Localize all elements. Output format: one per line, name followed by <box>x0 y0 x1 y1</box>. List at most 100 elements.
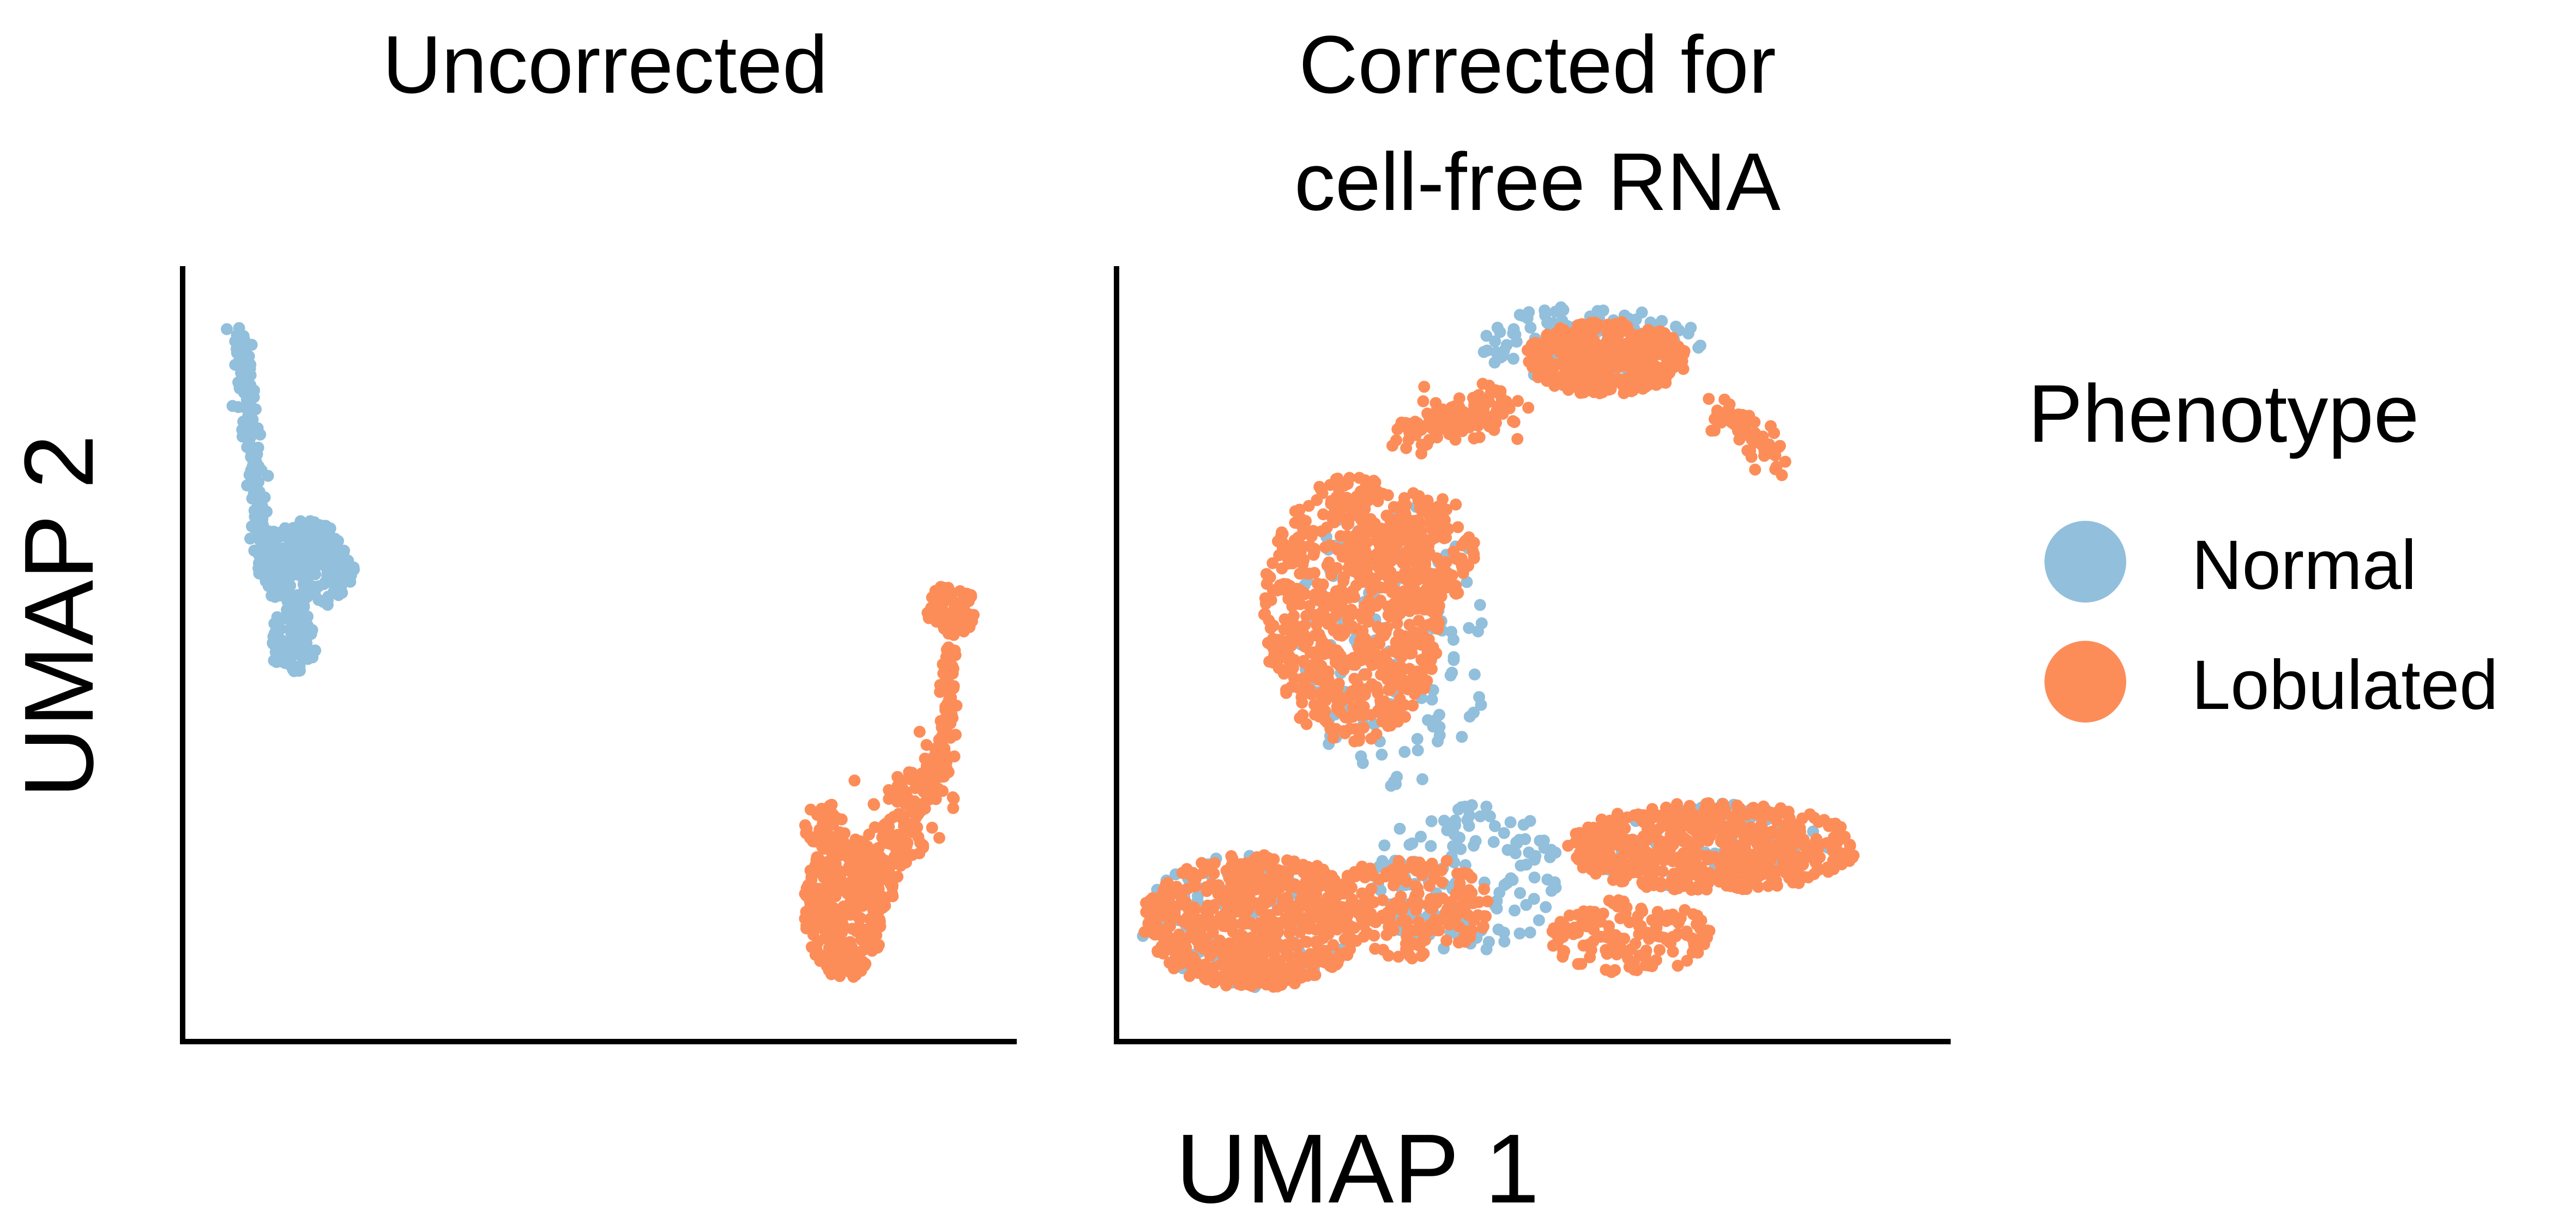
point-lobulated <box>1673 826 1685 839</box>
point-lobulated <box>1691 918 1703 930</box>
point-lobulated <box>1401 916 1413 929</box>
point-lobulated <box>1741 875 1753 887</box>
point-lobulated <box>1250 960 1263 972</box>
point-lobulated <box>1559 925 1571 938</box>
point-normal <box>287 522 299 534</box>
point-lobulated <box>1240 976 1252 988</box>
point-normal <box>288 665 300 677</box>
point-lobulated <box>896 811 908 824</box>
point-normal <box>1447 634 1459 646</box>
point-lobulated <box>1641 823 1654 836</box>
point-lobulated <box>1358 700 1370 713</box>
point-lobulated <box>1654 944 1666 957</box>
point-lobulated <box>1365 709 1378 721</box>
point-lobulated <box>1659 361 1672 374</box>
point-normal <box>1416 773 1428 785</box>
point-normal <box>274 526 286 539</box>
point-lobulated <box>1361 683 1373 695</box>
point-lobulated <box>936 785 949 797</box>
point-lobulated <box>1310 618 1323 631</box>
point-lobulated <box>1454 407 1467 419</box>
point-lobulated <box>894 839 907 851</box>
point-normal <box>1540 901 1552 913</box>
point-lobulated <box>817 817 829 829</box>
point-lobulated <box>1334 915 1347 927</box>
point-lobulated <box>1792 859 1805 872</box>
point-lobulated <box>1610 356 1623 369</box>
point-lobulated <box>1298 628 1310 640</box>
point-lobulated <box>1337 628 1349 641</box>
point-lobulated <box>1282 593 1295 605</box>
point-lobulated <box>1403 949 1416 962</box>
point-lobulated <box>1396 645 1408 657</box>
point-lobulated <box>828 923 840 936</box>
point-normal <box>1385 779 1397 792</box>
point-lobulated <box>1568 921 1580 934</box>
point-lobulated <box>1280 687 1293 699</box>
point-lobulated <box>1549 927 1561 939</box>
point-lobulated <box>963 595 975 608</box>
point-lobulated <box>1254 859 1267 872</box>
legend-swatch-normal <box>2044 521 2126 603</box>
point-normal <box>1494 351 1507 364</box>
point-lobulated <box>1769 463 1782 476</box>
point-lobulated <box>1621 811 1633 823</box>
point-normal <box>1529 850 1542 862</box>
point-lobulated <box>1745 450 1758 463</box>
point-normal <box>238 346 251 359</box>
point-lobulated <box>1422 573 1435 585</box>
point-lobulated <box>1765 447 1777 460</box>
point-lobulated <box>1342 518 1355 530</box>
point-lobulated <box>1602 844 1615 857</box>
point-lobulated <box>871 899 884 911</box>
point-lobulated <box>1445 410 1457 423</box>
point-normal <box>1425 815 1438 827</box>
point-lobulated <box>1435 876 1448 889</box>
point-lobulated <box>1435 864 1448 876</box>
panel-2-title-line-2: cell-free RNA <box>1294 136 1781 227</box>
panel-1-title: Uncorrected <box>382 19 828 110</box>
point-lobulated <box>947 802 960 814</box>
point-lobulated <box>1296 709 1309 721</box>
point-lobulated <box>1413 615 1425 627</box>
point-lobulated <box>1160 879 1172 891</box>
point-lobulated <box>1295 528 1308 541</box>
point-lobulated <box>1379 697 1391 709</box>
point-lobulated <box>1667 946 1679 958</box>
point-normal <box>240 370 253 383</box>
point-lobulated <box>1275 530 1288 542</box>
point-normal <box>248 488 260 500</box>
point-lobulated <box>1440 503 1453 516</box>
point-normal <box>244 532 257 545</box>
point-normal <box>1504 816 1517 828</box>
point-lobulated <box>843 906 855 918</box>
point-lobulated <box>900 789 912 801</box>
point-lobulated <box>903 766 915 779</box>
point-lobulated <box>1258 891 1271 903</box>
point-lobulated <box>1308 671 1320 683</box>
point-lobulated <box>1584 951 1596 964</box>
point-lobulated <box>1335 949 1348 961</box>
point-lobulated <box>1622 372 1634 384</box>
point-lobulated <box>1323 556 1335 569</box>
point-lobulated <box>1607 874 1619 886</box>
point-lobulated <box>1764 420 1777 432</box>
point-lobulated <box>1730 880 1743 893</box>
point-lobulated <box>1364 862 1376 875</box>
point-lobulated <box>1585 325 1597 338</box>
point-lobulated <box>1588 923 1600 936</box>
point-normal <box>1491 321 1504 334</box>
point-lobulated <box>924 793 936 805</box>
point-lobulated <box>1325 569 1337 581</box>
point-lobulated <box>1220 896 1232 909</box>
point-normal <box>244 431 257 443</box>
point-lobulated <box>1304 646 1317 659</box>
point-lobulated <box>1231 930 1244 942</box>
point-lobulated <box>1295 971 1307 984</box>
point-lobulated <box>1284 556 1297 569</box>
point-lobulated <box>1208 867 1220 880</box>
point-lobulated <box>1358 721 1370 734</box>
point-lobulated <box>1640 374 1652 386</box>
point-lobulated <box>1782 805 1795 818</box>
point-lobulated <box>1281 897 1294 909</box>
